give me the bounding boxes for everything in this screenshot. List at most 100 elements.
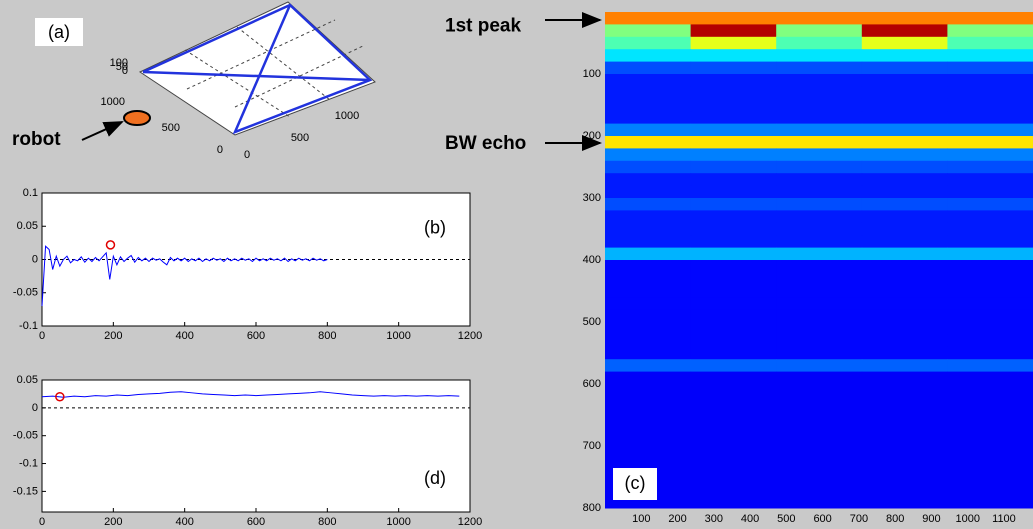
heat-cell — [605, 446, 692, 459]
heat-cell — [690, 359, 777, 373]
heat-cell — [776, 272, 863, 286]
heat-cell — [605, 123, 692, 137]
heat-cell — [776, 458, 863, 472]
heat-cell — [947, 123, 1033, 137]
heat-cell — [690, 458, 777, 472]
y-tick-label: 300 — [583, 192, 601, 204]
heat-cell — [605, 421, 692, 435]
heat-cell — [776, 309, 863, 323]
x-tick-label: 500 — [291, 132, 309, 144]
heat-cell — [861, 408, 948, 422]
heat-cell — [861, 123, 948, 137]
heat-cell — [947, 371, 1033, 385]
heat-cell — [605, 384, 692, 397]
heat-cell — [861, 284, 948, 298]
x-tick-label: 100 — [632, 513, 650, 525]
heat-cell — [947, 173, 1033, 187]
heat-cell — [690, 483, 777, 497]
heat-cell — [776, 284, 863, 298]
x-tick-label: 1200 — [458, 516, 482, 528]
y-tick-label: 800 — [583, 502, 601, 514]
heat-cell — [861, 421, 948, 435]
y-tick-label: 0 — [32, 253, 38, 265]
z-tick-label: 100 — [110, 57, 128, 69]
heat-cell — [776, 260, 863, 273]
heat-cell — [690, 260, 777, 273]
heat-cell — [861, 260, 948, 273]
heat-cell — [605, 247, 692, 261]
heat-cell — [947, 136, 1033, 149]
heat-cell — [690, 495, 777, 509]
heat-cell — [776, 36, 863, 50]
heat-cell — [605, 74, 692, 87]
panel-label: (b) — [424, 218, 446, 238]
heat-cell — [605, 98, 692, 112]
heat-cell — [690, 98, 777, 112]
heat-cell — [776, 396, 863, 410]
heat-cell — [861, 446, 948, 459]
heat-cell — [776, 12, 863, 25]
heat-cell — [605, 309, 692, 323]
y-tick-label: -0.15 — [13, 485, 38, 497]
heat-cell — [690, 309, 777, 323]
heat-cell — [690, 247, 777, 261]
heat-cell — [947, 24, 1033, 38]
heat-cell — [605, 36, 692, 50]
label-box — [35, 18, 83, 46]
heat-cell — [776, 334, 863, 348]
heat-cell — [690, 185, 777, 199]
heat-cell — [776, 198, 863, 211]
x-tick-label: 500 — [777, 513, 795, 525]
heat-cell — [947, 334, 1033, 348]
heat-cell — [690, 421, 777, 435]
x-tick-label: 600 — [247, 516, 265, 528]
heat-cell — [861, 12, 948, 25]
heat-cell — [861, 247, 948, 261]
annotation: robot — [12, 129, 61, 150]
heat-cell — [690, 272, 777, 286]
y-tick-label: 1000 — [101, 96, 125, 108]
heat-cell — [947, 421, 1033, 435]
heat-cell — [605, 173, 692, 187]
heat-cell — [861, 148, 948, 162]
heat-cell — [776, 86, 863, 100]
x-tick-label: 200 — [104, 330, 122, 342]
heat-cell — [690, 433, 777, 447]
x-tick-label: 1000 — [386, 330, 410, 342]
heat-cell — [861, 483, 948, 497]
y-tick-label: -0.1 — [19, 457, 38, 469]
heat-cell — [947, 247, 1033, 261]
heat-cell — [776, 408, 863, 422]
y-tick-label: 500 — [583, 316, 601, 328]
heat-cell — [776, 61, 863, 75]
heat-cell — [947, 210, 1033, 224]
x-tick-label: 1000 — [335, 110, 359, 122]
heat-cell — [776, 446, 863, 459]
heat-cell — [947, 74, 1033, 87]
x-tick-label: 1100 — [992, 513, 1016, 525]
heat-cell — [690, 198, 777, 211]
x-tick-label: 800 — [318, 330, 336, 342]
heat-cell — [776, 346, 863, 360]
heat-cell — [861, 396, 948, 410]
heat-cell — [690, 235, 777, 249]
heat-cell — [776, 24, 863, 38]
panel-label: (c) — [625, 473, 646, 493]
heat-cell — [776, 247, 863, 261]
y-tick-label: -0.05 — [13, 287, 38, 299]
heat-cell — [690, 222, 777, 236]
heat-cell — [690, 446, 777, 459]
heat-cell — [690, 371, 777, 385]
heat-cell — [861, 210, 948, 224]
heat-cell — [861, 272, 948, 286]
heat-cell — [605, 111, 692, 125]
heat-cell — [861, 198, 948, 211]
heat-cell — [947, 235, 1033, 249]
heat-cell — [861, 61, 948, 75]
heat-cell — [861, 74, 948, 87]
heat-cell — [861, 136, 948, 149]
heat-cell — [947, 433, 1033, 447]
heat-cell — [947, 36, 1033, 50]
heat-cell — [605, 371, 692, 385]
heat-cell — [947, 198, 1033, 211]
